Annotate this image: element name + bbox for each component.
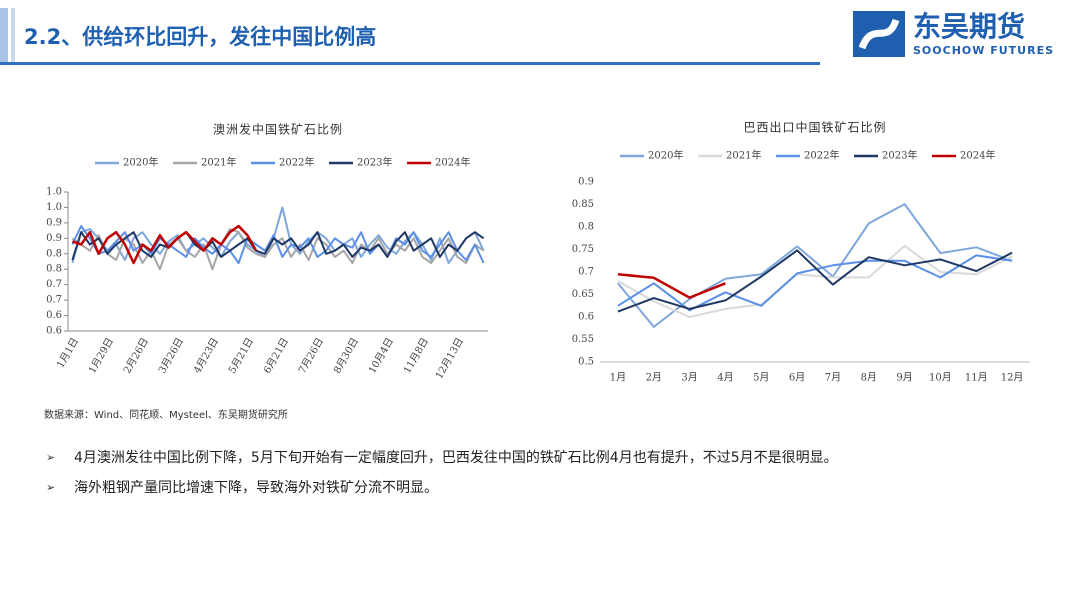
y-tick-label: 0.8	[46, 264, 62, 275]
x-tick-label: 8月	[861, 372, 877, 384]
legend-label: 2021年	[201, 156, 236, 169]
logo-text: 东吴期货	[913, 10, 1025, 43]
y-tick-label: 0.5	[578, 357, 594, 368]
bullet-mark: ➢	[46, 451, 55, 464]
x-tick-label: 3月	[681, 372, 697, 384]
y-tick-label: 0.65	[572, 289, 594, 300]
legend-label: 2020年	[648, 149, 683, 162]
bullet: 海外粗钢产量同比增速下降，导致海外对铁矿分流不明显。	[74, 480, 438, 496]
logo-subtext: SOOCHOW FUTURES	[913, 44, 1054, 57]
chart-title: 巴西出口中国铁矿石比例	[743, 120, 886, 135]
header-bar	[0, 8, 8, 64]
series-line	[617, 249, 1013, 313]
legend-label: 2022年	[804, 149, 839, 162]
series-line	[617, 203, 1013, 328]
y-tick-label: 0.6	[46, 310, 62, 321]
y-tick-label: 0.6	[578, 312, 594, 323]
y-tick-label: 0.9	[578, 177, 594, 188]
y-tick-label: 1.0	[46, 202, 62, 213]
series-line	[617, 273, 726, 299]
x-tick-label: 6月	[789, 372, 805, 384]
x-tick-label: 11月	[965, 372, 988, 384]
series-line	[71, 224, 258, 265]
series-line	[617, 254, 1013, 312]
source-note: 数据来源：Wind、同花顺、Mysteel、东吴期货研究所	[44, 408, 288, 421]
bullet: 4月澳洲发往中国比例下降，5月下旬开始有一定幅度回升，巴西发往中国的铁矿石比例4…	[74, 450, 838, 466]
legend-label: 2023年	[882, 149, 917, 162]
series-line	[617, 244, 1013, 318]
x-tick-label: 1月	[610, 372, 626, 384]
y-tick-label: 0.7	[46, 279, 62, 290]
slide-title: 2.2、供给环比回升，发往中国比例高	[24, 25, 376, 49]
y-tick-label: 0.75	[572, 244, 594, 255]
legend-label: 2020年	[123, 156, 158, 169]
y-tick-label: 0.7	[578, 267, 594, 278]
x-tick-label: 4月	[717, 372, 733, 384]
x-tick-label: 12月	[1001, 372, 1024, 384]
legend-label: 2024年	[960, 149, 995, 162]
y-tick-label: 1.0	[46, 187, 62, 198]
header-bar	[11, 8, 15, 64]
x-tick-label: 9月	[896, 372, 912, 384]
x-tick-label: 7月	[825, 372, 841, 384]
y-tick-label: 0.7	[46, 295, 62, 306]
y-tick-label: 0.55	[572, 334, 594, 345]
chart-title: 澳洲发中国铁矿石比例	[213, 122, 343, 137]
header-rule	[0, 62, 820, 65]
x-tick-label: 2月	[646, 372, 662, 384]
legend-label: 2024年	[435, 156, 470, 169]
legend-label: 2021年	[726, 149, 761, 162]
bullet-mark: ➢	[46, 481, 55, 494]
y-tick-label: 0.8	[46, 248, 62, 259]
x-tick-label: 10月	[929, 372, 952, 384]
y-tick-label: 0.9	[46, 217, 62, 228]
y-tick-label: 0.85	[572, 199, 594, 210]
logo-swirl	[858, 18, 900, 50]
legend-label: 2022年	[279, 156, 314, 169]
x-tick-label: 5月	[753, 372, 769, 384]
y-tick-label: 0.8	[578, 222, 594, 233]
logo: 东吴期货 SOOCHOW FUTURES	[853, 10, 1054, 57]
y-tick-label: 0.6	[46, 326, 62, 337]
y-tick-label: 0.9	[46, 233, 62, 244]
legend-label: 2023年	[357, 156, 392, 169]
